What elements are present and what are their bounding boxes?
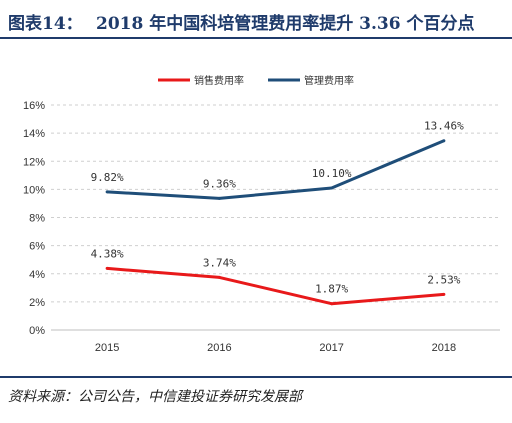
y-tick-label: 14%	[23, 128, 45, 140]
data-point	[105, 190, 109, 194]
data-point	[330, 186, 334, 190]
data-point	[442, 139, 446, 143]
data-label: 10.10%	[312, 167, 352, 180]
data-label: 9.36%	[203, 177, 236, 190]
x-tick-label: 2017	[319, 342, 343, 354]
legend-label: 销售费用率	[194, 74, 244, 87]
data-label: 4.38%	[91, 247, 124, 260]
figure-number: 图表14：	[8, 14, 83, 34]
y-tick-label: 12%	[23, 156, 45, 168]
y-tick-label: 2%	[29, 297, 45, 309]
line-chart: 0% 2% 4% 6% 8% 10% 12% 14% 16% 2015 2016 2017 2018 4.…	[23, 74, 500, 354]
y-tick-label: 16%	[23, 100, 45, 112]
legend-label: 管理费用率	[304, 74, 354, 87]
sales-expense-rate-line	[107, 266, 444, 306]
figure-title: 2018 年中国科培管理费用率提升 3.36 个百分点	[96, 14, 475, 34]
x-tick-label: 2016	[207, 342, 231, 354]
source-note: 资料来源：公司公告，中信建投证券研究发展部	[8, 389, 302, 405]
data-point	[330, 302, 334, 306]
top-divider	[0, 37, 512, 39]
data-point	[105, 266, 109, 270]
x-tick-label: 2015	[95, 342, 119, 354]
data-point	[217, 275, 221, 279]
data-point	[217, 196, 221, 200]
data-label: 2.53%	[427, 273, 460, 286]
y-tick-label: 8%	[29, 213, 45, 225]
x-tick-label: 2018	[432, 342, 456, 354]
data-label: 1.87%	[315, 283, 348, 296]
y-tick-label: 0%	[29, 325, 45, 337]
y-tick-label: 4%	[29, 269, 45, 281]
y-tick-label: 6%	[29, 241, 45, 253]
data-point	[442, 292, 446, 296]
figure-header: 图表14： 2018 年中国科培管理费用率提升 3.36 个百分点	[0, 0, 512, 40]
data-label: 9.82%	[91, 171, 124, 184]
admin-expense-rate-line	[107, 139, 445, 200]
y-tick-label: 10%	[23, 184, 45, 196]
data-label: 13.46%	[424, 120, 464, 133]
data-label: 3.74%	[203, 256, 236, 269]
bottom-divider	[0, 376, 512, 378]
